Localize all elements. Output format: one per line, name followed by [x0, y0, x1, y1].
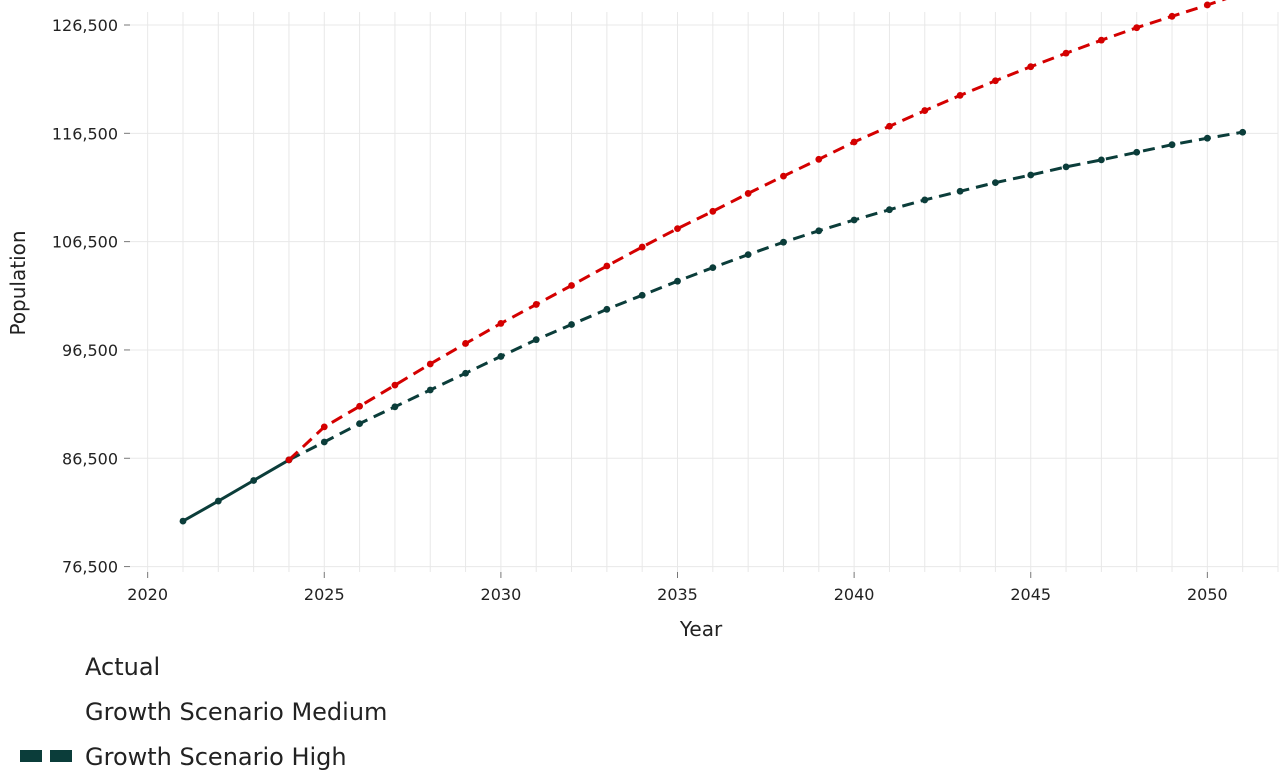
data-point-growth-scenario-medium — [356, 420, 363, 428]
data-point-growth-scenario-high — [320, 423, 328, 431]
data-point-growth-scenario-high — [285, 456, 293, 464]
data-point-growth-scenario-medium — [426, 386, 434, 394]
data-point-growth-scenario-medium — [1133, 148, 1141, 156]
grid-layer — [130, 12, 1279, 572]
x-tick-label: 2040 — [834, 585, 875, 604]
data-point-growth-scenario-medium — [603, 305, 611, 313]
series-line-actual — [182, 458, 290, 523]
data-point-growth-scenario-high — [391, 381, 399, 389]
data-point-growth-scenario-medium — [780, 238, 787, 246]
data-point-actual — [214, 497, 222, 505]
data-point-actual — [250, 477, 258, 484]
data-point-growth-scenario-high — [709, 207, 717, 215]
data-point-growth-scenario-medium — [1097, 156, 1105, 164]
data-point-growth-scenario-high — [1203, 1, 1211, 9]
x-tick-label: 2025 — [304, 585, 345, 604]
data-point-growth-scenario-medium — [815, 227, 823, 235]
legend: Actual Growth Scenario Medium Growth Scena… — [20, 653, 387, 771]
axis-layer: 2020 2025 2030 2035 2040 2045 2050 76,500 86,500… — [52, 16, 1228, 604]
data-point-growth-scenario-high — [1168, 12, 1176, 20]
data-point-growth-scenario-medium — [1203, 134, 1211, 142]
data-point-growth-scenario-medium — [850, 216, 858, 224]
data-point-growth-scenario-medium — [638, 291, 646, 299]
data-point-growth-scenario-high — [956, 92, 964, 99]
data-point-growth-scenario-high — [356, 402, 363, 410]
data-point-growth-scenario-high — [815, 155, 823, 163]
data-point-growth-scenario-high — [1097, 36, 1105, 44]
data-point-growth-scenario-high — [674, 225, 681, 233]
legend-key-growth-scenario-medium — [50, 750, 72, 762]
data-point-growth-scenario-medium — [956, 187, 964, 195]
data-point-growth-scenario-high — [532, 301, 540, 308]
data-point-growth-scenario-high — [921, 107, 929, 114]
data-point-growth-scenario-medium — [921, 196, 929, 204]
x-tick-label: 2035 — [657, 585, 698, 604]
data-point-growth-scenario-high — [1062, 49, 1070, 57]
data-point-actual — [179, 517, 187, 525]
x-tick-label: 2030 — [481, 585, 522, 604]
data-point-growth-scenario-medium — [391, 403, 399, 411]
data-point-growth-scenario-medium — [744, 251, 752, 259]
legend-key-growth-scenario-medium — [20, 750, 42, 762]
data-point-growth-scenario-high — [426, 360, 434, 368]
data-point-growth-scenario-medium — [709, 264, 717, 272]
data-point-growth-scenario-high — [1027, 63, 1035, 71]
data-point-growth-scenario-medium — [532, 336, 540, 344]
x-tick-label: 2045 — [1010, 585, 1051, 604]
legend-label-growth-scenario-high: Growth Scenario High — [85, 743, 347, 770]
y-tick-label: 126,500 — [52, 16, 118, 35]
series-line-growth-scenario-high — [287, 0, 1227, 461]
series-line-growth-scenario-medium — [288, 130, 1243, 462]
data-point-growth-scenario-high — [603, 262, 611, 270]
data-point-growth-scenario-medium — [674, 277, 681, 285]
legend-label-growth-scenario-medium: Growth Scenario Medium — [85, 698, 387, 726]
data-point-growth-scenario-high — [992, 77, 999, 85]
y-tick-label: 76,500 — [62, 558, 118, 577]
data-point-growth-scenario-high — [744, 190, 752, 197]
data-point-growth-scenario-high — [886, 122, 893, 130]
y-tick-label: 86,500 — [62, 449, 118, 468]
data-point-growth-scenario-high — [497, 320, 505, 327]
y-axis-title: Population — [6, 230, 30, 335]
data-point-growth-scenario-medium — [1062, 163, 1070, 171]
data-point-growth-scenario-high — [568, 282, 575, 289]
data-point-growth-scenario-high — [850, 138, 858, 146]
data-point-growth-scenario-medium — [886, 206, 893, 214]
data-point-growth-scenario-medium — [1239, 128, 1247, 136]
data-point-growth-scenario-medium — [568, 321, 575, 328]
data-point-growth-scenario-medium — [497, 353, 505, 360]
y-tick-label: 106,500 — [52, 233, 118, 252]
x-tick-label: 2050 — [1187, 585, 1228, 604]
data-point-growth-scenario-high — [1133, 24, 1141, 32]
x-tick-label: 2020 — [127, 585, 168, 604]
data-point-growth-scenario-medium — [1027, 171, 1035, 179]
data-point-growth-scenario-medium — [1168, 141, 1176, 149]
data-point-growth-scenario-high — [780, 172, 787, 180]
data-point-growth-scenario-high — [638, 243, 646, 251]
series-layer — [179, 0, 1247, 525]
y-tick-label: 116,500 — [52, 124, 118, 143]
data-point-growth-scenario-medium — [992, 179, 999, 186]
legend-label-actual: Actual — [85, 653, 160, 681]
data-point-growth-scenario-medium — [462, 369, 469, 377]
data-point-growth-scenario-high — [462, 340, 469, 347]
x-axis-title: Year — [679, 617, 723, 641]
y-tick-label: 96,500 — [62, 341, 118, 360]
data-point-growth-scenario-medium — [320, 438, 328, 446]
